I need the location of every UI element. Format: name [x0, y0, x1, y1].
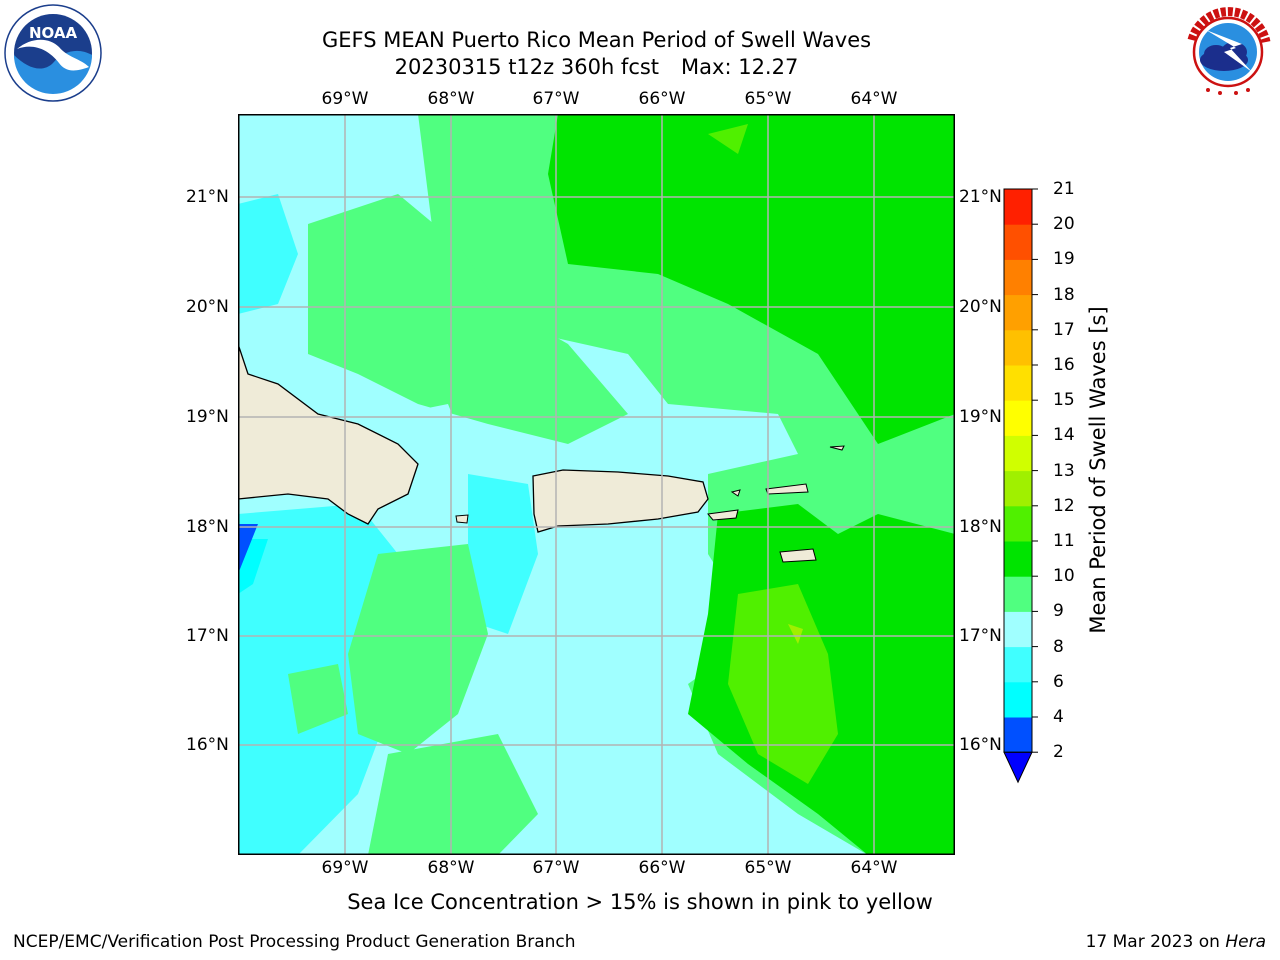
- lon-label-bottom: 68°W: [427, 858, 475, 878]
- anegada-island: [829, 445, 845, 451]
- hispaniola-land: [238, 343, 419, 525]
- contour-2-4: [238, 524, 258, 574]
- footer-date-text: 17 Mar 2023 on: [1085, 932, 1226, 952]
- lon-label-top: 68°W: [427, 89, 475, 109]
- lon-label-bottom: 67°W: [532, 858, 580, 878]
- lat-label-left: 16°N: [186, 735, 229, 755]
- footer-host: Hera: [1225, 932, 1266, 952]
- colorbar-tick-label: 6: [1053, 671, 1064, 692]
- contour-11-12-north: [708, 124, 748, 154]
- lat-label-right: 19°N: [959, 407, 1002, 427]
- map-title: GEFS MEAN Puerto Rico Mean Period of Swe…: [321, 28, 872, 52]
- colorbar-tick-label: 16: [1053, 355, 1075, 375]
- colorbar-tick-label: 4: [1053, 707, 1064, 727]
- contour-6-8-nw: [238, 194, 298, 314]
- colorbar-segment: [1004, 189, 1032, 225]
- colorbar-segment: [1004, 541, 1032, 577]
- contour-map: [238, 114, 955, 855]
- lon-label-top: 69°W: [321, 89, 369, 109]
- lon-label-bottom: 64°W: [850, 858, 898, 878]
- colorbar-tick-label: 21: [1053, 179, 1075, 199]
- contour-9-10-patch: [288, 664, 348, 734]
- colorbar-segment: [1004, 400, 1032, 436]
- contour-11-12: [728, 584, 838, 784]
- colorbar-segment: [1004, 365, 1032, 401]
- noaa-logo: NOAA: [4, 4, 102, 102]
- culebra-island: [730, 489, 741, 497]
- colorbar-extend-arrow: [1003, 751, 1033, 784]
- colorbar-segment: [1004, 681, 1032, 718]
- colorbar-title: Mean Period of Swell Waves [s]: [1086, 306, 1110, 634]
- vieques-island: [707, 509, 739, 521]
- lat-label-left: 17°N: [186, 626, 229, 646]
- lon-label-bottom: 65°W: [744, 858, 792, 878]
- contour-12-13: [788, 624, 803, 644]
- colorbar-segment: [1004, 611, 1032, 648]
- contour-9-10-sw: [348, 544, 488, 754]
- lat-label-right: 21°N: [959, 187, 1002, 207]
- map-subtitle: 20230315 t12z 360h fcst Max: 12.27: [0, 54, 1193, 80]
- colorbar-tick-label: 20: [1053, 214, 1075, 235]
- max-value: Max: 12.27: [681, 55, 799, 79]
- colorbar-tick-label: 13: [1053, 460, 1075, 481]
- colorbar-segment: [1004, 717, 1032, 753]
- colorbar-tick-label: 11: [1053, 531, 1075, 551]
- contour-9-10-north: [308, 194, 628, 444]
- contour-9-10-south: [368, 734, 538, 855]
- colorbar-tick-label: 19: [1053, 249, 1075, 270]
- colorbar-segment: [1004, 224, 1032, 260]
- colorbar-tick-label: 12: [1053, 495, 1075, 516]
- lon-label-bottom: 69°W: [321, 858, 369, 878]
- noaa-logo-text: NOAA: [29, 24, 78, 42]
- colorbar-tick-label: 14: [1053, 425, 1075, 446]
- lat-label-left: 18°N: [186, 517, 229, 537]
- lat-label-right: 18°N: [959, 517, 1002, 537]
- sea-ice-caption: Sea Ice Concentration > 15% is shown in …: [347, 890, 933, 914]
- lat-label-left: 19°N: [186, 407, 229, 427]
- colorbar-tick-label: 17: [1053, 319, 1075, 340]
- colorbar-segment: [1004, 576, 1032, 612]
- colorbar-tick-label: 10: [1053, 566, 1075, 587]
- colorbar: [1003, 188, 1038, 784]
- lat-label-left: 21°N: [186, 187, 229, 207]
- lat-label-right: 20°N: [959, 297, 1002, 317]
- lat-label-left: 20°N: [186, 297, 229, 317]
- colorbar-tick-label: 15: [1053, 390, 1075, 411]
- lon-label-top: 66°W: [638, 89, 686, 109]
- contour-8-9-south: [538, 704, 658, 814]
- colorbar-tick-label: 9: [1053, 601, 1064, 622]
- footer-credit: NCEP/EMC/Verification Post Processing Pr…: [13, 932, 576, 952]
- contour-6-8-central: [468, 474, 538, 634]
- colorbar-segment: [1004, 329, 1032, 366]
- colorbar-segment: [1004, 259, 1032, 296]
- colorbar-segment: [1004, 470, 1032, 507]
- lat-label-right: 16°N: [959, 735, 1002, 755]
- mona-island: [455, 514, 469, 524]
- colorbar-segment: [1004, 646, 1032, 683]
- colorbar-segment: [1004, 294, 1032, 331]
- colorbar-tick-label: 8: [1053, 636, 1064, 657]
- st-croix-island: [779, 548, 817, 563]
- colorbar-tick-label: 2: [1053, 742, 1064, 763]
- run-info: 20230315 t12z 360h fcst: [394, 55, 660, 79]
- lon-label-top: 64°W: [850, 89, 898, 109]
- lon-label-top: 67°W: [532, 89, 580, 109]
- colorbar-segment: [1004, 435, 1032, 472]
- nws-logo: [1180, 4, 1276, 100]
- map-frame: [238, 114, 955, 855]
- lon-label-bottom: 66°W: [638, 858, 686, 878]
- colorbar-tick-label: 18: [1053, 284, 1075, 305]
- puerto-rico-land: [532, 469, 709, 533]
- lon-label-top: 65°W: [744, 89, 792, 109]
- gridlines: [238, 114, 955, 855]
- lat-label-right: 17°N: [959, 626, 1002, 646]
- footer-date: 17 Mar 2023 on Hera: [1086, 932, 1266, 952]
- colorbar-segment: [1004, 505, 1032, 542]
